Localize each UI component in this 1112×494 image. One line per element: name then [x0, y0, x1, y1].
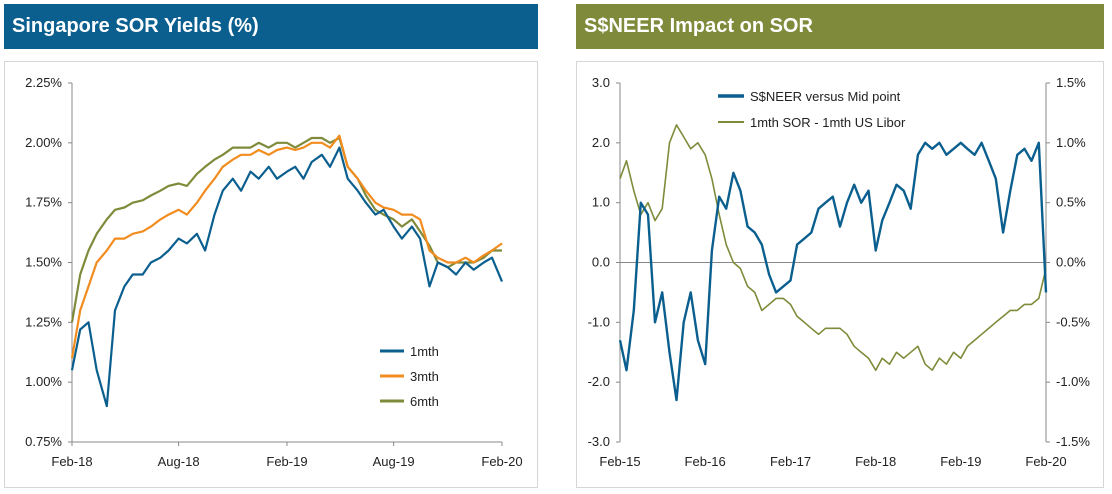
- legend-label: 1mth: [410, 344, 439, 359]
- x-tick-label: Feb-16: [685, 454, 726, 469]
- left-y-tick-label: -1.0: [588, 314, 610, 329]
- right-y-tick-label: 0.5%: [1056, 195, 1086, 210]
- legend-label: 6mth: [410, 394, 439, 409]
- sor-yields-chart: 0.75% 1.00% 1.25% 1.50% 1.75% 2.00% 2.25% Feb-1…: [25, 75, 522, 469]
- series-line-sneer: [618, 141, 1048, 402]
- series-line-6mth: [70, 136, 502, 323]
- left-y-tick-label: -2.0: [588, 374, 610, 389]
- y-tick-label: 2.25%: [25, 75, 62, 90]
- right-y-tick-label: -1.0%: [1056, 374, 1090, 389]
- x-tick-label: Feb-18: [855, 454, 896, 469]
- legend-label: 1mth SOR - 1mth US Libor: [750, 115, 906, 130]
- legend-label: 3mth: [410, 369, 439, 384]
- right-y-tick-label: -0.5%: [1056, 314, 1090, 329]
- x-tick-label: Feb-17: [770, 454, 811, 469]
- left-y-tick-label: 1.0: [592, 195, 610, 210]
- right-y-tick-label: 1.5%: [1056, 75, 1086, 90]
- y-tick-label: 1.50%: [25, 255, 62, 270]
- y-tick-label: 1.00%: [25, 374, 62, 389]
- legend-label: S$NEER versus Mid point: [750, 89, 901, 104]
- x-tick-label: Aug-18: [158, 454, 200, 469]
- y-tick-label: 0.75%: [25, 434, 62, 449]
- x-tick-label: Feb-15: [599, 454, 640, 469]
- left-y-tick-label: -3.0: [588, 434, 610, 449]
- series-line-1mth: [70, 146, 504, 408]
- x-tick-label: Feb-19: [940, 454, 981, 469]
- right-y-tick-label: -1.5%: [1056, 434, 1090, 449]
- left-y-tick-label: 0.0: [592, 255, 610, 270]
- sneer-impact-chart: -3.0 -2.0 -1.0 0.0 1.0 2.0 3.0 -1.5% -1.0% -0.5% 0…: [588, 75, 1091, 469]
- chart-frame: [576, 61, 1104, 488]
- right-y-tick-label: 1.0%: [1056, 135, 1086, 150]
- series-line-sor-libor: [619, 124, 1047, 372]
- y-tick-label: 1.25%: [25, 314, 62, 329]
- y-tick-label: 2.00%: [25, 135, 62, 150]
- series-line-3mth: [70, 134, 503, 359]
- chart-title: Singapore SOR Yields (%): [4, 4, 538, 49]
- sneer-impact-panel: S$NEER Impact on SOR -3.0 -2.0 -1.0 0.0 1.0 2…: [566, 0, 1112, 494]
- x-tick-label: Feb-20: [1025, 454, 1066, 469]
- y-tick-label: 1.75%: [25, 195, 62, 210]
- left-y-tick-label: 2.0: [592, 135, 610, 150]
- sor-yields-panel: Singapore SOR Yields (%) 0.75% 1.00% 1.25%…: [0, 0, 548, 494]
- right-y-tick-label: 0.0%: [1056, 255, 1086, 270]
- x-tick-label: Feb-20: [481, 454, 522, 469]
- left-y-tick-label: 3.0: [592, 75, 610, 90]
- x-tick-label: Feb-19: [266, 454, 307, 469]
- x-tick-label: Feb-18: [51, 454, 92, 469]
- x-tick-label: Aug-19: [373, 454, 415, 469]
- chart-title: S$NEER Impact on SOR: [576, 4, 1104, 49]
